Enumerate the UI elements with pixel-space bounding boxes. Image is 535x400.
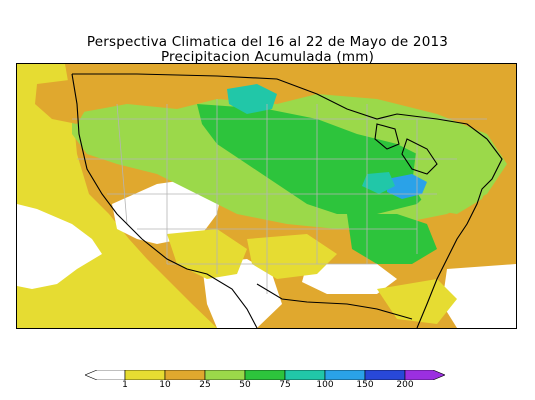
green-southeast xyxy=(347,214,437,264)
light-rain-texas xyxy=(247,234,337,279)
precipitation-map xyxy=(16,63,517,329)
colorbar-segment xyxy=(124,370,166,380)
colorbar-tick-label: 150 xyxy=(356,380,374,390)
colorbar-segment xyxy=(204,370,246,380)
teal-upper-midwest xyxy=(227,84,277,114)
colorbar-segment xyxy=(164,370,206,380)
coastlines xyxy=(71,73,503,328)
light-rain-southwest xyxy=(167,229,247,279)
colorbar-segment xyxy=(284,370,326,380)
state-boundaries xyxy=(72,99,487,294)
colorbar-tick-label: 75 xyxy=(279,380,291,390)
map-title: Perspectiva Climatica del 16 al 22 de Ma… xyxy=(86,34,449,50)
colorbar-tick-label: 10 xyxy=(159,380,171,390)
precipitation-colorbar xyxy=(85,370,445,380)
light-rain-gulf xyxy=(377,279,457,324)
colorbar-segment xyxy=(404,370,445,380)
colorbar-tick-label: 25 xyxy=(199,380,211,390)
green-northeast xyxy=(412,144,492,214)
colorbar-segment xyxy=(364,370,406,380)
colorbar-segment xyxy=(244,370,286,380)
colorbar-tick-label: 100 xyxy=(316,380,334,390)
colorbar-segment xyxy=(324,370,366,380)
dry-region-atlantic xyxy=(442,264,516,328)
colorbar-ticks: 1 10 25 50 75 100 150 200 xyxy=(85,380,445,394)
colorbar-segment xyxy=(85,370,126,380)
dry-region-pacific xyxy=(17,204,102,289)
dry-region-gulf xyxy=(302,264,397,294)
teal-ohio-valley xyxy=(362,172,395,194)
colorbar-tick-label: 200 xyxy=(396,380,414,390)
map-subtitle: Precipitacion Acumulada (mm) xyxy=(160,49,375,65)
colorbar-tick-label: 1 xyxy=(122,380,128,390)
colorbar-tick-label: 50 xyxy=(239,380,251,390)
